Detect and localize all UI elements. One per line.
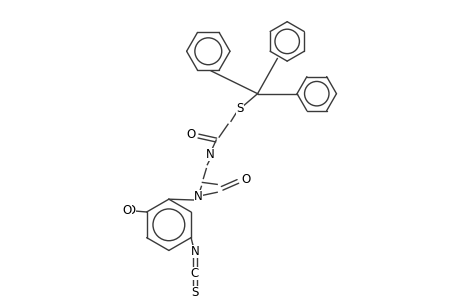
Text: S: S [235, 102, 243, 115]
Text: N: N [190, 245, 199, 258]
Text: -O: -O [122, 203, 136, 217]
Text: O: O [241, 173, 250, 186]
Text: N: N [206, 148, 214, 161]
Text: O: O [185, 128, 195, 141]
Text: N: N [194, 190, 202, 203]
Text: O: O [122, 203, 131, 217]
Text: S: S [191, 286, 198, 299]
Text: C: C [190, 267, 199, 280]
